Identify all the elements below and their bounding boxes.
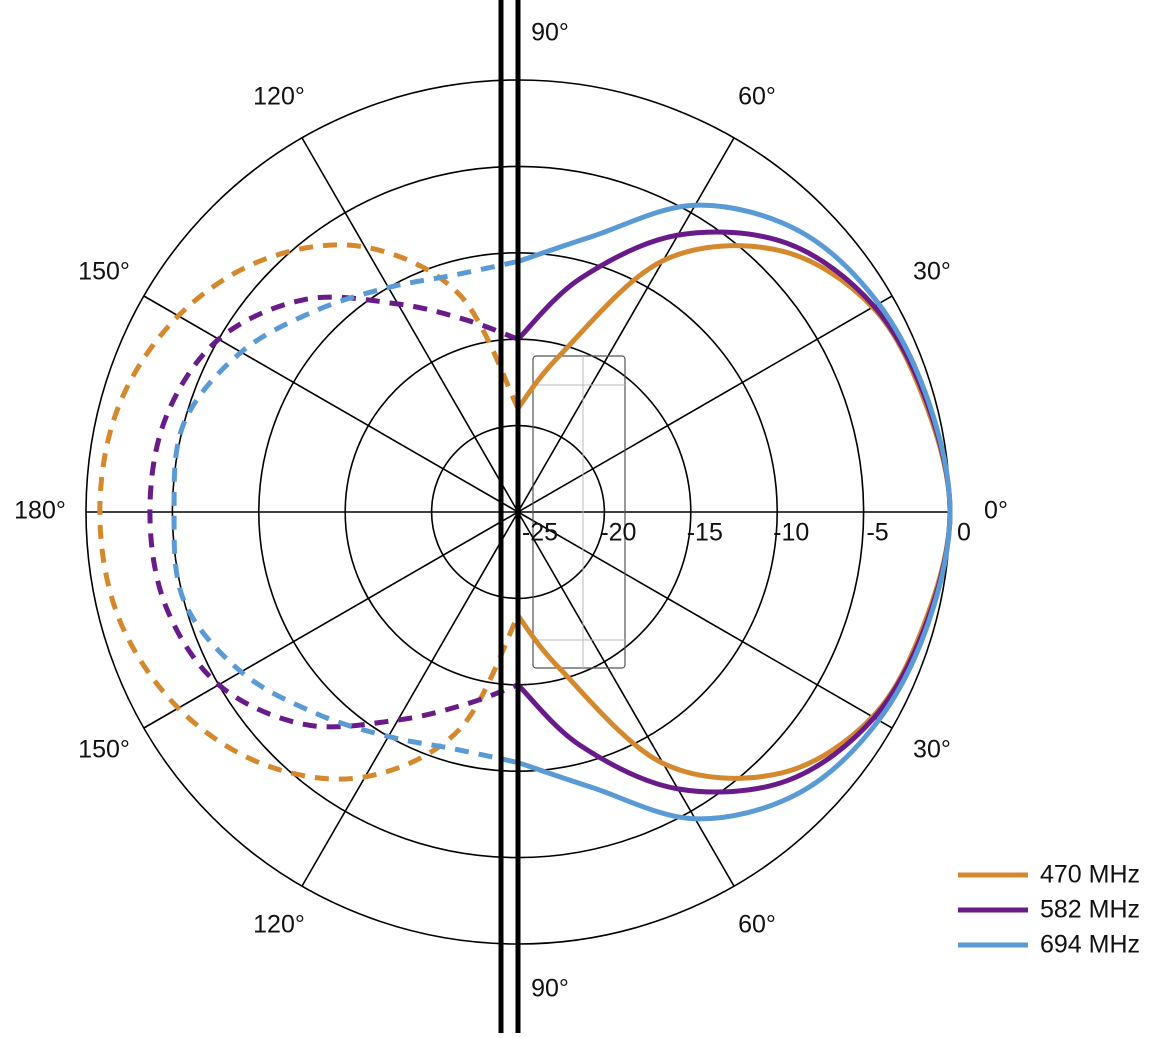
radial-line: [143, 511, 519, 729]
r-tick-label: 0: [957, 519, 971, 547]
radial-line: [517, 295, 893, 513]
theta-tick-label: 120°: [253, 83, 305, 111]
theta-tick-label: 60°: [738, 911, 776, 939]
device-outline: [532, 355, 626, 669]
r-tick-label: -5: [866, 519, 888, 547]
radial-line: [517, 137, 735, 513]
r-tick-label: -25: [522, 519, 558, 547]
theta-tick-label: 90°: [531, 975, 569, 1003]
legend-label: 470 MHz: [1040, 861, 1140, 889]
legend-label: 582 MHz: [1040, 896, 1140, 924]
radial-line: [517, 511, 893, 729]
radial-line: [517, 511, 735, 887]
labels: -25 -20 -15 -10 -5 0 0° 30° 60° 90° 120° 150° 180° 15…: [14, 19, 1008, 1003]
theta-tick-label: 150°: [78, 736, 130, 764]
theta-tick-label: 30°: [913, 258, 951, 286]
theta-tick-label: 90°: [531, 19, 569, 47]
r-tick-label: -15: [687, 519, 723, 547]
radial-line: [301, 137, 519, 513]
legend: 470 MHz 582 MHz 694 MHz: [958, 861, 1140, 959]
r-tick-label: -10: [773, 519, 809, 547]
legend-label: 694 MHz: [1040, 931, 1140, 959]
theta-tick-label: 150°: [78, 258, 130, 286]
r-tick-label: -20: [600, 519, 636, 547]
theta-tick-label: 60°: [738, 83, 776, 111]
theta-tick-label: 30°: [913, 736, 951, 764]
back-lobe: [171, 258, 519, 766]
back-lobe: [147, 294, 519, 730]
front-lobe: [517, 202, 953, 822]
back-lobe: [97, 242, 521, 782]
radial-line: [143, 295, 519, 513]
radial-line: [301, 511, 519, 887]
theta-tick-label: 0°: [984, 497, 1008, 525]
theta-tick-label: 180°: [14, 497, 66, 525]
curves: [97, 202, 953, 822]
theta-tick-label: 120°: [253, 911, 305, 939]
